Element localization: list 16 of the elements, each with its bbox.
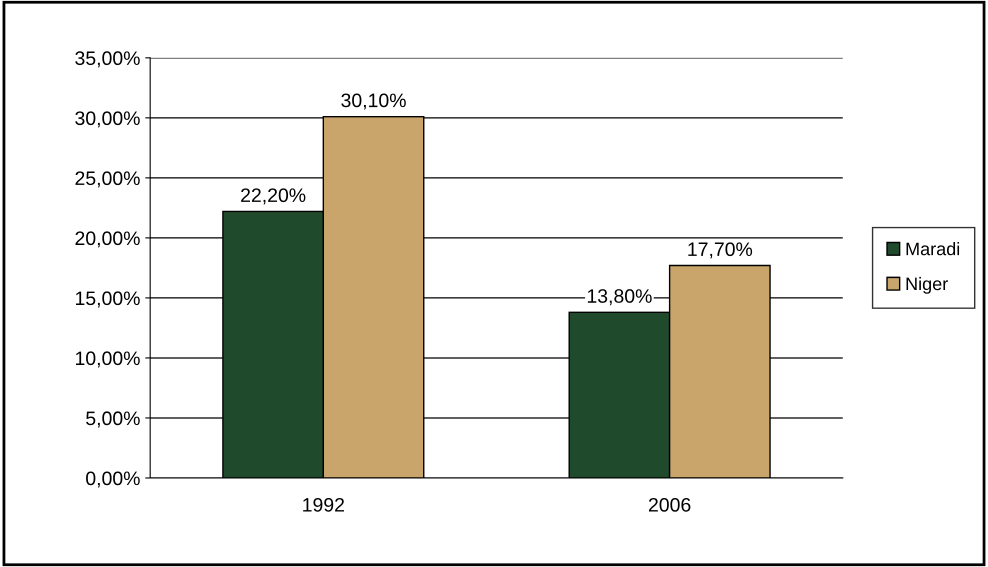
y-tick-label: 10,00% bbox=[76, 351, 140, 368]
x-tick-label: 1992 bbox=[303, 498, 344, 512]
y-tick-label: 5,00% bbox=[86, 411, 140, 428]
y-tick-label: 0,00% bbox=[86, 471, 140, 488]
y-tick-label: 30,00% bbox=[75, 111, 140, 128]
y-tick-label: 15,00% bbox=[76, 291, 140, 308]
x-tick-label: 2006 bbox=[648, 498, 690, 512]
y-tick-label: 35,00% bbox=[75, 51, 140, 68]
y-tick-label: 20,00% bbox=[75, 231, 140, 248]
data-label: 22,20% bbox=[241, 188, 306, 204]
legend-label: Maradi bbox=[906, 242, 960, 256]
legend-label: Niger bbox=[906, 276, 948, 294]
y-tick-label: 25,00% bbox=[75, 171, 140, 188]
data-label: 17,70% bbox=[688, 242, 752, 258]
data-label: 30,10% bbox=[341, 93, 406, 110]
data-label: 13,80% bbox=[588, 289, 652, 306]
